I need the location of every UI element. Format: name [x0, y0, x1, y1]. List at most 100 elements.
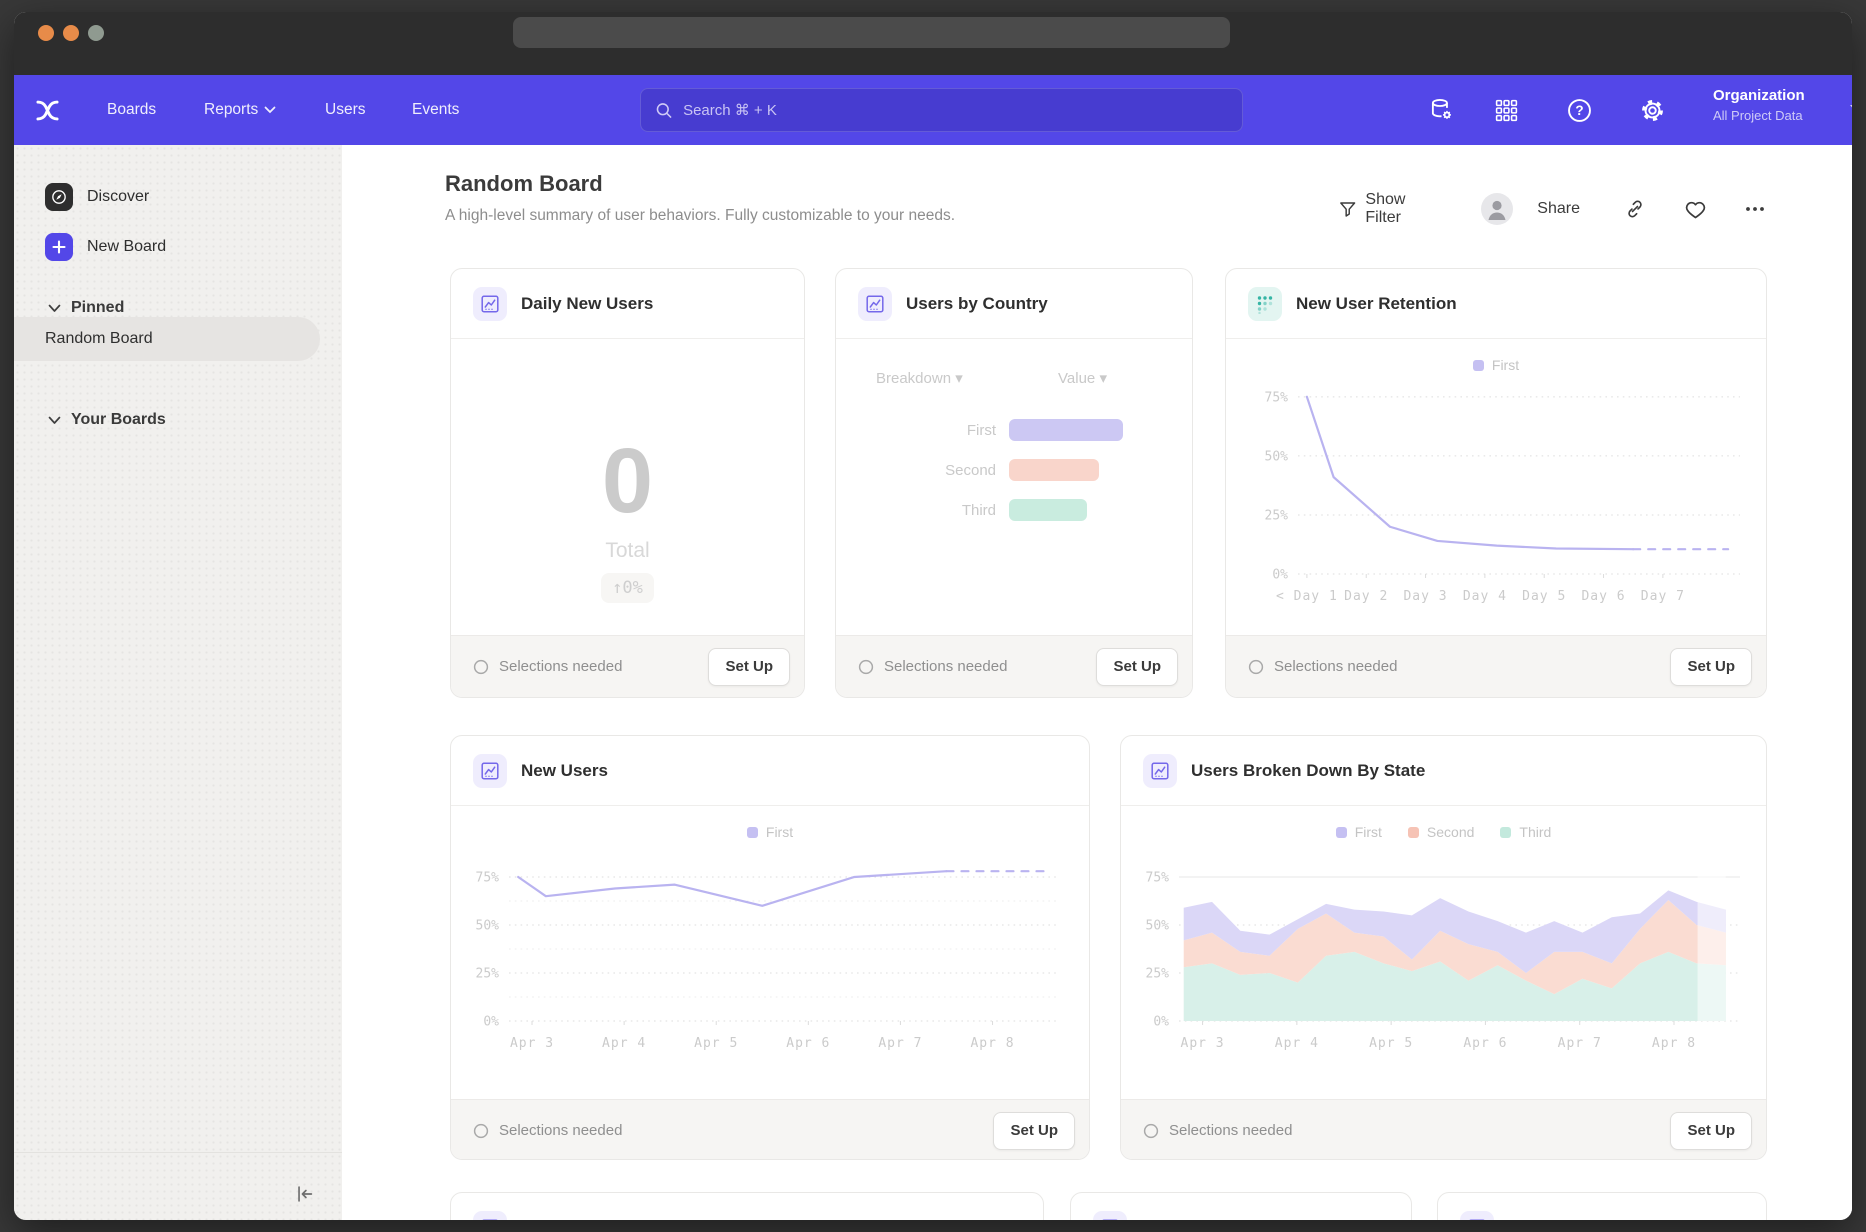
card-header: Daily New Users: [451, 269, 804, 339]
metric-label: Total: [605, 539, 650, 562]
card-body: First 75% 50% 25% 0% < Day 1 Day 2 Day 3 Day 4 D…: [1226, 339, 1766, 635]
chart-legend: First: [1226, 339, 1766, 379]
traffic-light-minimize[interactable]: [63, 25, 79, 41]
traffic-light-close[interactable]: [38, 25, 54, 41]
retention-grid-icon: [1248, 286, 1282, 321]
chevron-down-icon: [48, 416, 61, 424]
data-management-icon[interactable]: [1427, 96, 1455, 124]
card-body: Breakdown ▾ Value ▾ First Second Third: [836, 339, 1192, 635]
card-footer: Selections needed Set Up: [451, 1099, 1089, 1159]
nav-item-events[interactable]: Events: [412, 75, 459, 145]
card-active-users: Active Users: [1437, 1192, 1767, 1220]
card-footer: Selections needed Set Up: [451, 635, 804, 697]
set-up-button[interactable]: Set Up: [993, 1111, 1075, 1150]
svg-text:Apr 5: Apr 5: [694, 1036, 738, 1051]
brand-logo[interactable]: [34, 75, 61, 145]
card-users-by-country: Users by Country Breakdown ▾ Value ▾ Fir…: [835, 268, 1193, 698]
card-body: First 75% 50% 25% 0% Apr 3 Apr 4 Apr 5 Apr 6 Apr…: [451, 806, 1089, 1099]
global-search[interactable]: [640, 88, 1243, 132]
card-title: Stacked Line Graph: [521, 1218, 681, 1221]
bar-third: [1009, 499, 1087, 521]
titlebar: [14, 12, 1852, 75]
copy-link-button[interactable]: [1624, 198, 1646, 220]
sidebar-section-pinned[interactable]: Pinned: [14, 295, 124, 321]
top-nav: Boards Reports Users Events: [14, 75, 1852, 145]
svg-text:Day 2: Day 2: [1344, 589, 1388, 604]
sidebar-item-discover[interactable]: Discover: [14, 179, 342, 215]
sidebar-item-new-board[interactable]: New Board: [14, 229, 342, 265]
more-options-button[interactable]: [1743, 197, 1767, 221]
svg-text:Apr 7: Apr 7: [878, 1036, 922, 1051]
status-circle-icon: [1143, 1123, 1159, 1138]
set-up-button[interactable]: Set Up: [708, 647, 790, 686]
breakdown-dropdown[interactable]: Breakdown ▾: [876, 370, 963, 387]
bar-row: Second: [836, 459, 1099, 481]
line-chart-icon: [1143, 753, 1177, 788]
card-footer: Selections needed Set Up: [1226, 635, 1766, 697]
avatar[interactable]: [1481, 193, 1514, 225]
svg-text:Day 4: Day 4: [1463, 589, 1507, 604]
traffic-light-zoom[interactable]: [88, 25, 104, 41]
org-name: Organization: [1713, 87, 1805, 104]
bar-row: First: [836, 419, 1123, 441]
sidebar-collapse-button[interactable]: [290, 1179, 320, 1209]
status-circle-icon: [858, 659, 874, 674]
bar-second: [1009, 459, 1099, 481]
org-switcher[interactable]: Organization All Project Data: [1713, 87, 1852, 123]
heart-icon: [1685, 201, 1706, 218]
set-up-button[interactable]: Set Up: [1670, 647, 1752, 686]
favorite-button[interactable]: [1684, 198, 1707, 221]
nav-events-label: Events: [412, 101, 460, 118]
svg-text:Apr 6: Apr 6: [786, 1036, 830, 1051]
apps-grid-icon[interactable]: [1492, 96, 1520, 124]
card-new-user-retention: New User Retention First 75% 50% 25% 0% < Da…: [1225, 268, 1767, 698]
plus-icon: [45, 233, 73, 261]
nav-reports-label: Reports: [204, 101, 259, 118]
chevron-down-icon: [264, 106, 276, 114]
address-bar[interactable]: [513, 17, 1230, 48]
board-actions: Show Filter Share: [1338, 191, 1767, 227]
nav-item-users[interactable]: Users: [325, 75, 365, 145]
card-header: Users by Country: [836, 269, 1192, 339]
person-icon: [1488, 200, 1506, 220]
search-input[interactable]: [683, 101, 1228, 119]
settings-gear-icon[interactable]: [1638, 96, 1666, 124]
status-circle-icon: [473, 659, 489, 674]
svg-text:Apr 5: Apr 5: [1369, 1036, 1413, 1051]
sidebar-item-random-board[interactable]: Random Board: [14, 317, 320, 361]
nav-item-reports[interactable]: Reports: [204, 75, 276, 145]
set-up-button[interactable]: Set Up: [1670, 1111, 1752, 1150]
chevron-down-icon: [48, 304, 61, 312]
svg-text:75%: 75%: [1265, 390, 1289, 405]
help-icon[interactable]: ?: [1565, 96, 1593, 124]
card-title: Users Broken Down By State: [1191, 760, 1426, 780]
card-title: Daily New Users: [521, 293, 654, 313]
your-boards-label: Your Boards: [71, 411, 166, 428]
stacked-area-chart: 75% 50% 25% 0% Apr 3 Apr 4 Apr 5 Apr 6 Apr 7 Apr …: [1146, 852, 1740, 1051]
svg-text:50%: 50%: [1265, 449, 1289, 464]
bar-first: [1009, 419, 1123, 441]
sidebar-section-your-boards[interactable]: Your Boards: [14, 407, 166, 433]
status-circle-icon: [473, 1123, 489, 1138]
bar-label: First: [966, 421, 996, 439]
svg-text:Day 3: Day 3: [1403, 589, 1447, 604]
svg-text:Apr 7: Apr 7: [1558, 1036, 1602, 1051]
card-body: 0 Total ↑0%: [451, 339, 804, 635]
link-icon: [1628, 200, 1642, 218]
retention-line-chart: 75% 50% 25% 0% < Day 1 Day 2 Day 3 Day 4 Day 5 Da…: [1265, 390, 1740, 604]
line-chart-icon: [1460, 1210, 1494, 1220]
line-chart-icon: [858, 286, 892, 321]
svg-text:0%: 0%: [1272, 568, 1288, 583]
set-up-button[interactable]: Set Up: [1096, 647, 1178, 686]
show-filter-button[interactable]: Show Filter: [1338, 191, 1439, 227]
nav-users-label: Users: [325, 101, 366, 118]
line-chart-icon: [473, 1210, 507, 1220]
nav-item-boards[interactable]: Boards: [107, 75, 156, 145]
card-daily-new-users: Daily New Users 0 Total ↑0% Selections n…: [450, 268, 805, 698]
card-header: Stacked Line Graph: [451, 1193, 1043, 1220]
svg-text:Apr 8: Apr 8: [1652, 1036, 1696, 1051]
value-dropdown[interactable]: Value ▾: [1058, 370, 1107, 387]
search-icon: [656, 102, 672, 118]
share-button[interactable]: Share: [1537, 200, 1580, 218]
show-filter-label: Show Filter: [1365, 191, 1406, 226]
